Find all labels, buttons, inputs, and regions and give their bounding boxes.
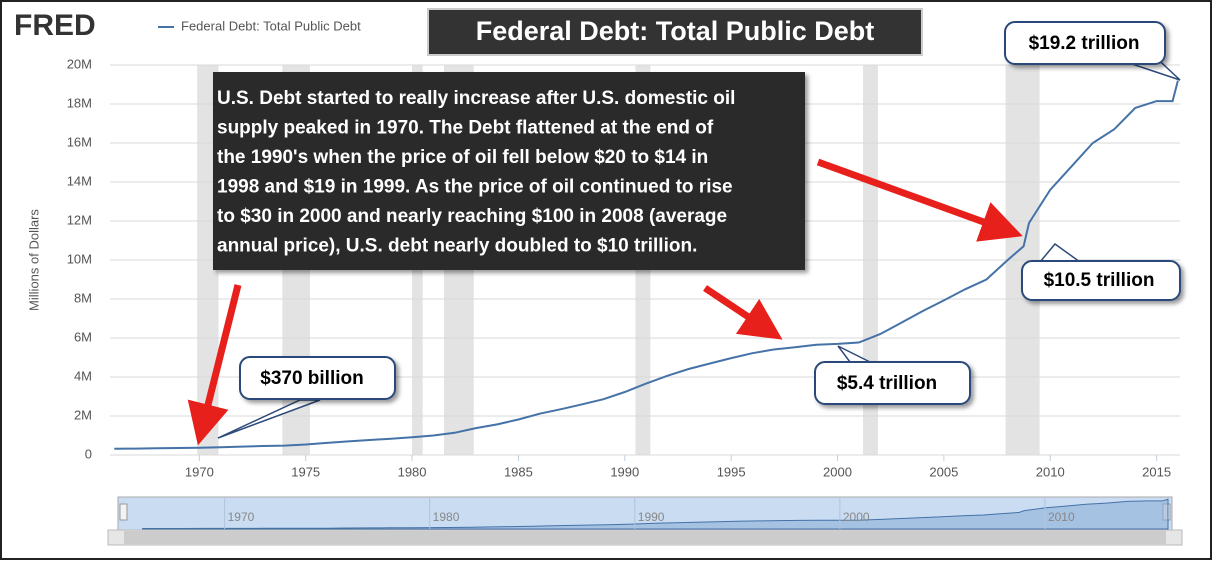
- arrow: [187, 284, 242, 446]
- annotations: annual price), U.S. debt nearly doubled …: [187, 21, 1181, 446]
- x-tick-label: 2015: [1142, 464, 1171, 479]
- annotation-box: [213, 72, 805, 270]
- annotation-text: annual price), U.S. debt nearly doubled …: [217, 236, 697, 257]
- annotation-text: to $30 in 2000 and nearly reaching $100 …: [217, 206, 727, 227]
- arrow: [816, 158, 1023, 242]
- arrow: [703, 285, 783, 340]
- logo: FRED: [14, 9, 96, 42]
- callout-text: $19.2 trillion: [1029, 33, 1140, 54]
- annotation-text: 1998 and $19 in 1999. As the price of oi…: [217, 177, 733, 198]
- y-tick-label: 0: [85, 446, 92, 461]
- callout-box: [1021, 260, 1181, 301]
- x-tick-label: 1975: [291, 464, 320, 479]
- y-tick-label: 12M: [67, 212, 92, 227]
- y-tick-label: 16M: [67, 134, 92, 149]
- callout-box: [239, 356, 396, 400]
- y-tick-label: 18M: [67, 95, 92, 110]
- callout-box: [1004, 21, 1166, 65]
- callout-box: [814, 361, 971, 405]
- callout-text: $370 billion: [260, 368, 363, 389]
- annotation-text: the 1990's when the price of oil fell be…: [217, 147, 708, 168]
- navigator[interactable]: 1970 1980 1990 2000 2010: [107, 496, 1183, 546]
- x-tick-label: 1970: [185, 464, 214, 479]
- y-tick-label: 4M: [74, 368, 92, 383]
- navigator-area: [142, 498, 1169, 530]
- y-axis-label: Millions of Dollars: [26, 209, 41, 311]
- x-tick-label: 1985: [504, 464, 533, 479]
- annotation-text: U.S. Debt started to really increase aft…: [217, 88, 735, 109]
- y-tick-label: 6M: [74, 329, 92, 344]
- navigator-tick-label: 2010: [1048, 510, 1075, 524]
- callout-text: $5.4 trillion: [837, 373, 937, 394]
- navigator-handle[interactable]: [119, 503, 128, 521]
- x-tick-label: 1995: [717, 464, 746, 479]
- y-tick-label: 8M: [74, 290, 92, 305]
- legend-label[interactable]: Federal Debt: Total Public Debt: [181, 18, 361, 33]
- y-tick-label: 10M: [67, 251, 92, 266]
- navigator-tick-label: 2000: [843, 510, 870, 524]
- title-box: [427, 8, 923, 56]
- annotation-text: supply peaked in 1970. The Debt flattene…: [217, 118, 714, 139]
- x-tick-label: 2010: [1036, 464, 1065, 479]
- navigator-tick-label: 1980: [433, 510, 460, 524]
- x-tick-label: 2005: [929, 464, 958, 479]
- y-tick-label: 20M: [67, 56, 92, 71]
- data-line: [114, 80, 1179, 450]
- y-tick-label: 2M: [74, 407, 92, 422]
- y-tick-label: 14M: [67, 173, 92, 188]
- navigator-tick-label: 1970: [228, 510, 255, 524]
- x-tick-label: 2000: [823, 464, 852, 479]
- callout-text: $10.5 trillion: [1044, 270, 1155, 291]
- scrollbar-thumb[interactable]: [124, 531, 1166, 544]
- x-tick-label: 1980: [398, 464, 427, 479]
- chart-title: Federal Debt: Total Public Debt: [476, 16, 875, 46]
- navigator-tick-label: 1990: [638, 510, 665, 524]
- x-tick-label: 1990: [610, 464, 639, 479]
